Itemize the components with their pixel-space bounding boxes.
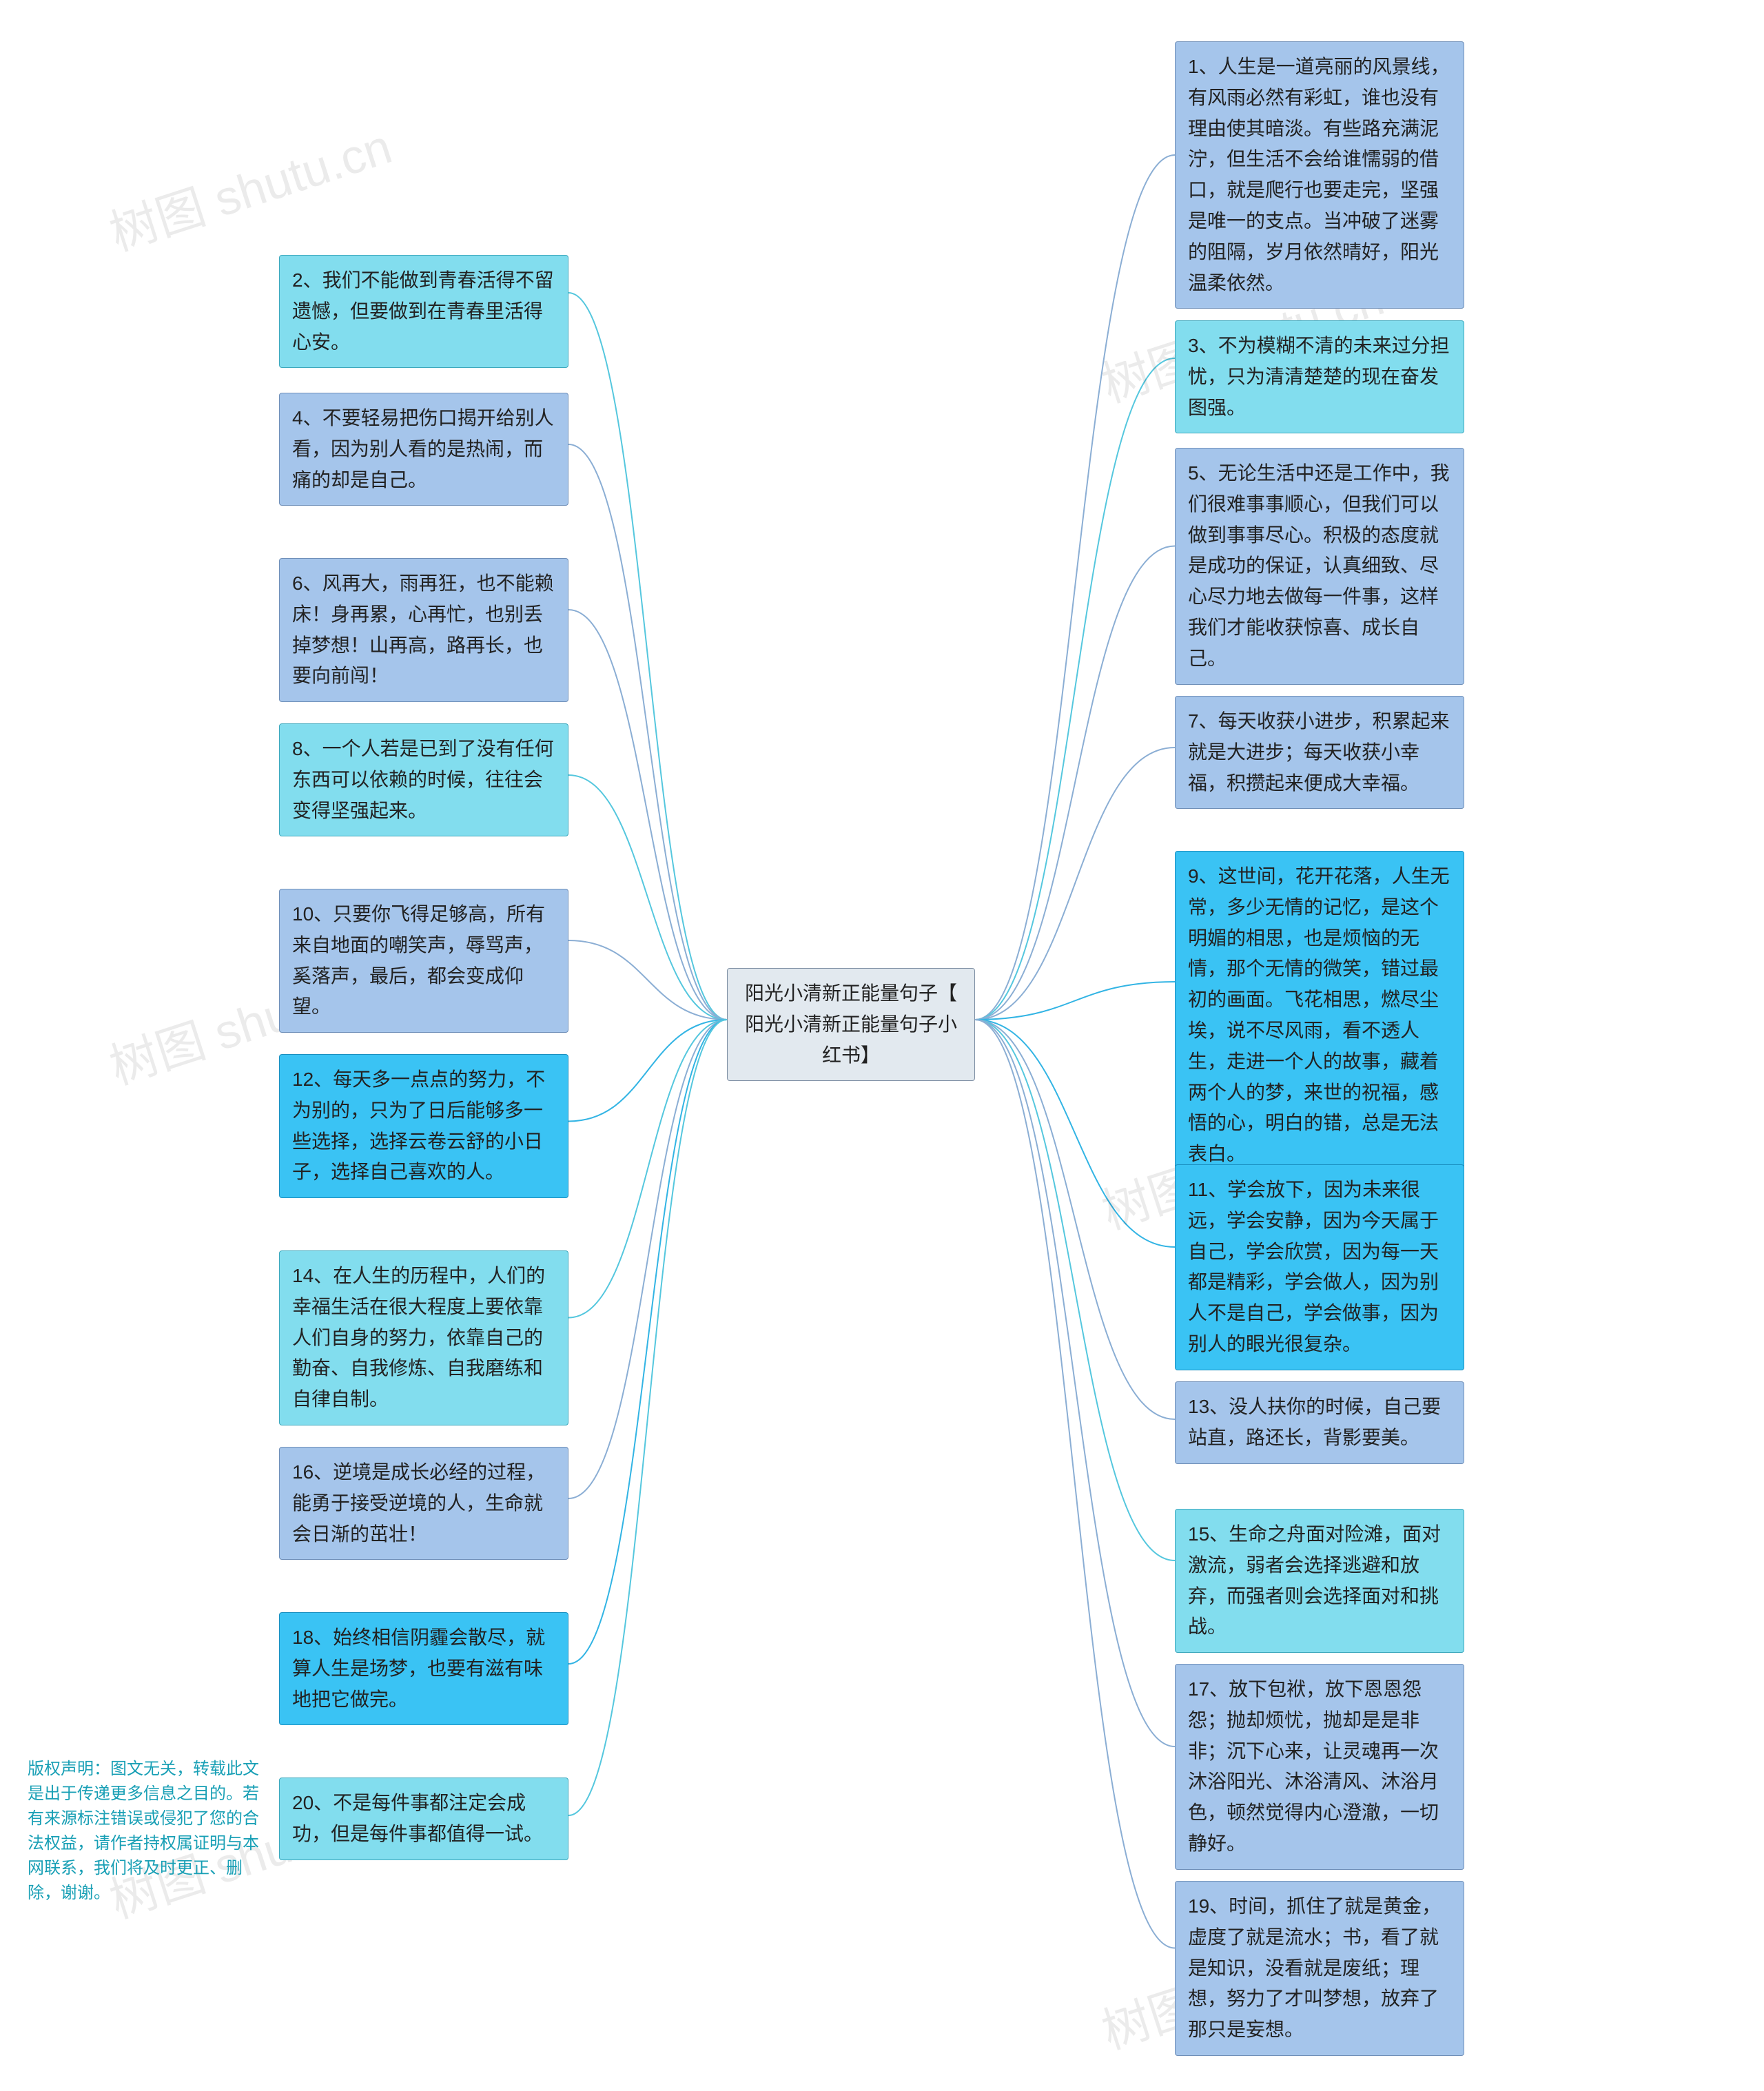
edge-n20: [568, 1020, 727, 1815]
edge-n1: [975, 155, 1175, 1020]
mindmap-canvas: 树图 shutu.cn树图 shutu.cn树图 shutu.cn树图 shut…: [0, 0, 1764, 2091]
branch-node-n19[interactable]: 19、时间，抓住了就是黄金，虚度了就是流水；书，看了就是知识，没看就是废纸；理想…: [1175, 1881, 1464, 2056]
branch-node-n13[interactable]: 13、没人扶你的时候，自己要站直，路还长，背影要美。: [1175, 1381, 1464, 1464]
edge-n4: [568, 444, 727, 1020]
branch-node-n5[interactable]: 5、无论生活中还是工作中，我们很难事事顺心，但我们可以做到事事尽心。积极的态度就…: [1175, 448, 1464, 685]
edge-n10: [568, 940, 727, 1020]
branch-node-n18[interactable]: 18、始终相信阴霾会散尽，就算人生是场梦，也要有滋有味地把它做完。: [279, 1612, 568, 1725]
edge-n11: [975, 1020, 1175, 1247]
center-node[interactable]: 阳光小清新正能量句子【阳光小清新正能量句子小红书】: [727, 968, 975, 1081]
edge-n8: [568, 775, 727, 1020]
branch-node-n10[interactable]: 10、只要你飞得足够高，所有来自地面的嘲笑声，辱骂声，奚落声，最后，都会变成仰望…: [279, 889, 568, 1033]
edge-n19: [975, 1020, 1175, 1948]
branch-node-n2[interactable]: 2、我们不能做到青春活得不留遗憾，但要做到在青春里活得心安。: [279, 255, 568, 368]
branch-node-n16[interactable]: 16、逆境是成长必经的过程，能勇于接受逆境的人，生命就会日渐的茁壮！: [279, 1447, 568, 1560]
branch-node-n7[interactable]: 7、每天收获小进步，积累起来就是大进步；每天收获小幸福，积攒起来便成大幸福。: [1175, 696, 1464, 809]
branch-node-n8[interactable]: 8、一个人若是已到了没有任何东西可以依赖的时候，往往会变得坚强起来。: [279, 723, 568, 836]
branch-node-n17[interactable]: 17、放下包袱，放下恩恩怨怨；抛却烦忧，抛却是是非非；沉下心来，让灵魂再一次沐浴…: [1175, 1664, 1464, 1870]
edge-n13: [975, 1020, 1175, 1419]
branch-node-n1[interactable]: 1、人生是一道亮丽的风景线，有风雨必然有彩虹，谁也没有理由使其暗淡。有些路充满泥…: [1175, 41, 1464, 309]
edge-n15: [975, 1020, 1175, 1560]
branch-node-n12[interactable]: 12、每天多一点点的努力，不为别的，只为了日后能够多一些选择，选择云卷云舒的小日…: [279, 1054, 568, 1198]
edge-n2: [568, 293, 727, 1020]
edge-n7: [975, 748, 1175, 1020]
edge-n14: [568, 1020, 727, 1318]
edge-n12: [568, 1020, 727, 1122]
edge-n3: [975, 358, 1175, 1020]
edge-n9: [975, 982, 1175, 1020]
branch-node-n11[interactable]: 11、学会放下，因为未来很远，学会安静，因为今天属于自己，学会欣赏，因为每一天都…: [1175, 1164, 1464, 1370]
branch-node-n9[interactable]: 9、这世间，花开花落，人生无常，多少无情的记忆，是这个明媚的相思，也是烦恼的无情…: [1175, 851, 1464, 1180]
edge-n6: [568, 610, 727, 1020]
branch-node-n3[interactable]: 3、不为模糊不清的未来过分担忧，只为清清楚楚的现在奋发图强。: [1175, 320, 1464, 433]
edge-n17: [975, 1020, 1175, 1747]
branch-node-n6[interactable]: 6、风再大，雨再狂，也不能赖床！身再累，心再忙，也别丢掉梦想！山再高，路再长，也…: [279, 558, 568, 702]
watermark: 树图 shutu.cn: [100, 108, 400, 265]
edge-n5: [975, 546, 1175, 1020]
branch-node-n20[interactable]: 20、不是每件事都注定会成功，但是每件事都值得一试。: [279, 1778, 568, 1860]
copyright-notice: 版权声明：图文无关，转载此文是出于传递更多信息之目的。若有来源标注错误或侵犯了您…: [28, 1757, 269, 1906]
branch-node-n14[interactable]: 14、在人生的历程中，人们的幸福生活在很大程度上要依靠人们自身的努力，依靠自己的…: [279, 1250, 568, 1425]
edge-n16: [568, 1020, 727, 1498]
branch-node-n4[interactable]: 4、不要轻易把伤口揭开给别人看，因为别人看的是热闹，而痛的却是自己。: [279, 393, 568, 506]
edge-n18: [568, 1020, 727, 1664]
branch-node-n15[interactable]: 15、生命之舟面对险滩，面对激流，弱者会选择逃避和放弃，而强者则会选择面对和挑战…: [1175, 1509, 1464, 1653]
